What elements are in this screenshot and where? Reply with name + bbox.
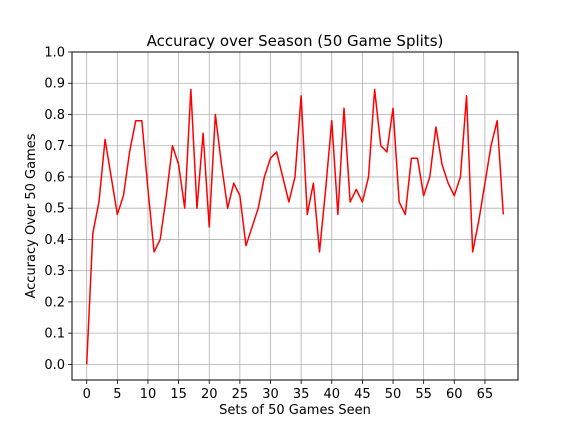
x-tick-label: 50 <box>385 387 402 402</box>
chart-title: Accuracy over Season (50 Game Splits) <box>147 32 444 50</box>
y-tick-label: 0.5 <box>44 202 65 217</box>
y-tick-label: 0.2 <box>44 295 65 310</box>
series-layer <box>85 88 505 365</box>
y-tick-label: 0.1 <box>44 327 65 342</box>
series-line <box>85 88 505 365</box>
x-tick-label: 20 <box>201 387 218 402</box>
y-tick-label: 0.3 <box>44 264 65 279</box>
x-tick-label: 10 <box>140 387 157 402</box>
y-axis-label: Accuracy Over 50 Games <box>24 133 39 298</box>
y-tick-label: 0.4 <box>44 233 65 248</box>
x-tick-label: 65 <box>477 387 494 402</box>
x-tick-label: 0 <box>83 387 91 402</box>
x-axis-label: Sets of 50 Games Seen <box>219 403 371 418</box>
plot-frame <box>71 51 519 381</box>
x-tick-label: 60 <box>446 387 463 402</box>
x-tick-label: 15 <box>170 387 187 402</box>
y-tick-label: 0.0 <box>44 358 65 373</box>
y-tick-label: 0.7 <box>44 139 65 154</box>
x-tick-label: 45 <box>354 387 371 402</box>
y-tick-label: 0.6 <box>44 170 65 185</box>
x-tick-label: 5 <box>113 387 121 402</box>
axis-ticks: 0 5 10 15 20 25 30 35 40 45 50 55 60 65 0.0 0.1 0.2 0.3 0.… <box>44 46 493 403</box>
x-tick-label: 30 <box>262 387 279 402</box>
x-tick-label: 35 <box>293 387 310 402</box>
x-tick-label: 40 <box>323 387 340 402</box>
y-tick-label: 0.9 <box>44 77 65 92</box>
grid <box>72 51 518 380</box>
x-tick-label: 25 <box>232 387 249 402</box>
y-tick-label: 0.8 <box>44 108 65 123</box>
y-tick-label: 1.0 <box>44 46 65 61</box>
x-tick-label: 55 <box>415 387 432 402</box>
